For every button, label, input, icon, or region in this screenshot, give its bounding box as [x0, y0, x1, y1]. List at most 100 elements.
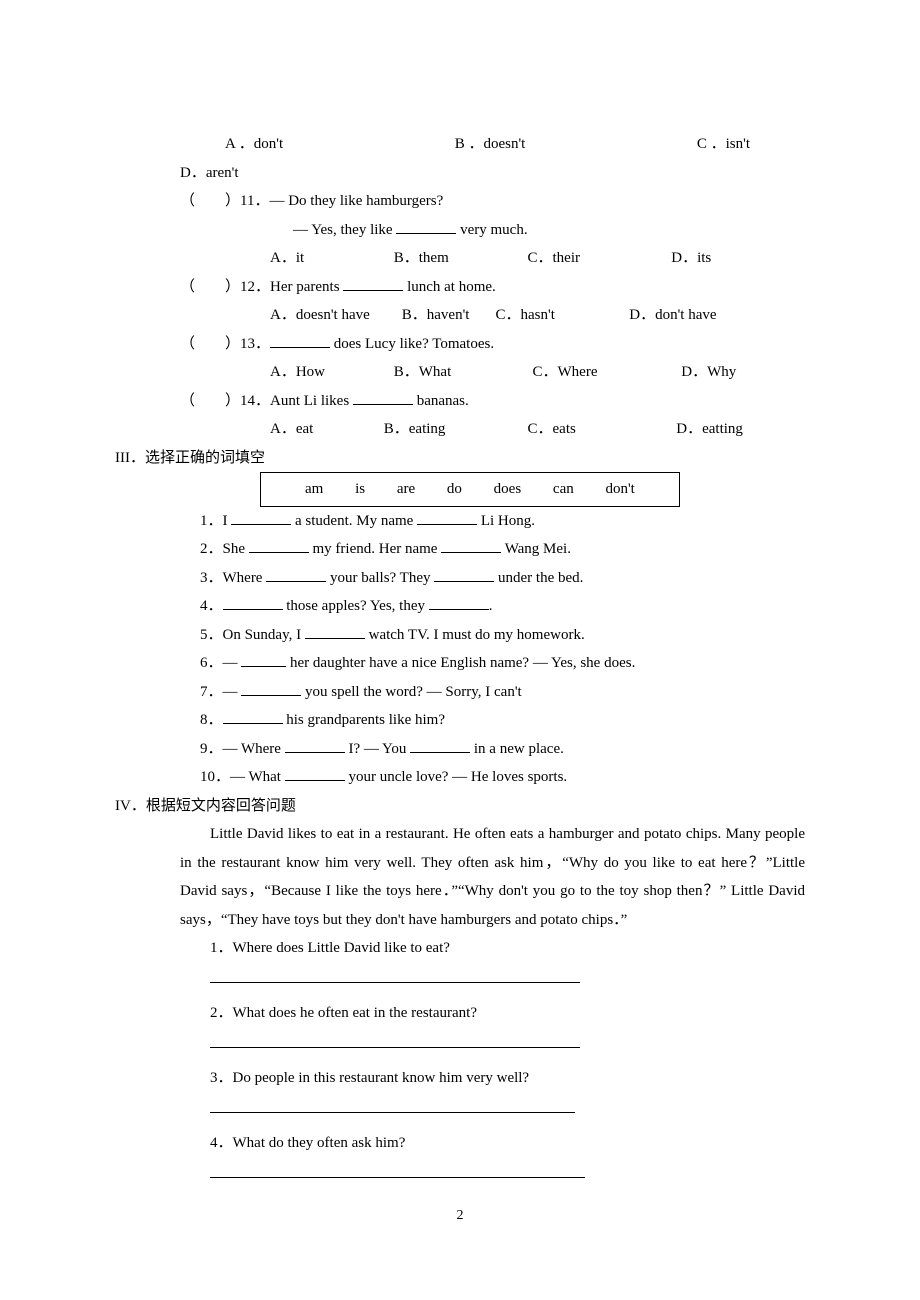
page-number: 2 [0, 1203, 920, 1230]
fill-8: 8． his grandparents like him? [115, 706, 805, 735]
q14-stem-a: Aunt Li likes [270, 393, 353, 409]
f6a: 6．— [200, 655, 241, 671]
q11-stem2b: very much. [456, 222, 527, 238]
f8-blank1 [223, 708, 283, 724]
q10-opt-a: A ．don't [225, 130, 283, 159]
q11-opt-d: D．its [671, 244, 711, 273]
q10-opt-c: C ．isn't [697, 130, 750, 159]
f7b: you spell the word? — Sorry, I can't [301, 684, 521, 700]
f4-blank1 [223, 594, 283, 610]
f2b: my friend. Her name [309, 541, 441, 557]
f10b: your uncle love? — He loves sports. [345, 769, 567, 785]
f5-blank1 [305, 623, 365, 639]
word-am: am [305, 481, 323, 497]
q14-options: A．eat B．eating C．eats D．eatting [115, 415, 805, 444]
reading-q1: 1．Where does Little David like to eat? [115, 934, 805, 963]
f9a: 9．— Where [200, 741, 285, 757]
q14-stem: （ ）14．Aunt Li likes bananas. [115, 387, 805, 416]
fill-9: 9．— Where I? — You in a new place. [115, 735, 805, 764]
f2-blank1 [249, 537, 309, 553]
section3-title: III．选择正确的词填空 [115, 444, 805, 473]
q12-opt-c: C．hasn't [496, 301, 626, 330]
f10a: 10．— What [200, 769, 285, 785]
q13-opt-d: D．Why [681, 358, 736, 387]
q12-options: A．doesn't have B．haven't C．hasn't D．don'… [115, 301, 805, 330]
q13-options: A．How B．What C．Where D．Why [115, 358, 805, 387]
f5b: watch TV. I must do my homework. [365, 627, 585, 643]
q10-options-row: A ．don't B ．doesn't C ．isn't [115, 130, 805, 159]
q14-opt-d: D．eatting [676, 415, 743, 444]
fill-6: 6．— her daughter have a nice English nam… [115, 649, 805, 678]
ans2-blank [210, 1032, 580, 1048]
q12-number: （ ）12． [180, 279, 270, 295]
f4-blank2 [429, 594, 489, 610]
f2c: Wang Mei. [501, 541, 571, 557]
reading-a1 [115, 965, 805, 994]
q14-stem-b: bananas. [413, 393, 469, 409]
f8a: 8． [200, 712, 223, 728]
f9-blank1 [285, 737, 345, 753]
section4-title: IV．根据短文内容回答问题 [115, 792, 805, 821]
f1c: Li Hong. [477, 513, 535, 529]
word-does: does [494, 481, 522, 497]
q14-opt-b: B．eating [384, 415, 524, 444]
q10-opt-d: D．aren't [115, 159, 805, 188]
f3c: under the bed. [494, 570, 583, 586]
f8b: his grandparents like him? [283, 712, 445, 728]
ans3-blank [210, 1097, 575, 1113]
f6-blank1 [241, 651, 286, 667]
f2-blank2 [441, 537, 501, 553]
q10-opt-b: B ．doesn't [455, 130, 526, 159]
f3a: 3．Where [200, 570, 266, 586]
f1b: a student. My name [291, 513, 417, 529]
q12-opt-a: A．doesn't have [270, 301, 398, 330]
f9-blank2 [410, 737, 470, 753]
q13-stem: （ ）13． does Lucy like? Tomatoes. [115, 330, 805, 359]
q11-opt-c: C．their [528, 244, 668, 273]
q14-number: （ ）14． [180, 393, 270, 409]
f3-blank1 [266, 566, 326, 582]
f5a: 5．On Sunday, I [200, 627, 305, 643]
word-box: am is are do does can don't [260, 472, 680, 507]
f1a: 1．I [200, 513, 231, 529]
f4c: . [489, 598, 493, 614]
reading-a3 [115, 1095, 805, 1124]
fill-10: 10．— What your uncle love? — He loves sp… [115, 763, 805, 792]
fill-7: 7．— you spell the word? — Sorry, I can't [115, 678, 805, 707]
q13-opt-c: C．Where [533, 358, 678, 387]
f10-blank1 [285, 765, 345, 781]
q12-blank [343, 275, 403, 291]
q11-stem1: — Do they like hamburgers? [269, 193, 443, 209]
q11-stem2a: — Yes, they like [293, 222, 396, 238]
f4b: those apples? Yes, they [283, 598, 429, 614]
page-container: A ．don't B ．doesn't C ．isn't D．aren't （ … [0, 0, 920, 1300]
q12-stem-a: Her parents [270, 279, 343, 295]
f7a: 7．— [200, 684, 241, 700]
f9b: I? — You [345, 741, 410, 757]
fill-5: 5．On Sunday, I watch TV. I must do my ho… [115, 621, 805, 650]
f1-blank1 [231, 509, 291, 525]
q11-stem-line1: （ ）11．— Do they like hamburgers? [115, 187, 805, 216]
word-are: are [397, 481, 415, 497]
q13-stem-b: does Lucy like? Tomatoes. [330, 336, 494, 352]
f3-blank2 [434, 566, 494, 582]
q14-opt-c: C．eats [528, 415, 673, 444]
q13-opt-b: B．What [394, 358, 529, 387]
f6b: her daughter have a nice English name? —… [286, 655, 635, 671]
q13-blank [270, 332, 330, 348]
q11-blank [396, 218, 456, 234]
reading-q4: 4．What do they often ask him? [115, 1129, 805, 1158]
q14-blank [353, 389, 413, 405]
q13-opt-a: A．How [270, 358, 390, 387]
f3b: your balls? They [326, 570, 434, 586]
word-do: do [447, 481, 462, 497]
word-dont: don't [605, 481, 634, 497]
f2a: 2．She [200, 541, 249, 557]
fill-2: 2．She my friend. Her name Wang Mei. [115, 535, 805, 564]
f9c: in a new place. [470, 741, 564, 757]
q13-number: （ ）13． [180, 336, 270, 352]
ans4-blank [210, 1162, 585, 1178]
q11-opt-b: B．them [394, 244, 524, 273]
q11-opt-a: A．it [270, 244, 390, 273]
q11-number: （ ）11． [180, 193, 269, 209]
